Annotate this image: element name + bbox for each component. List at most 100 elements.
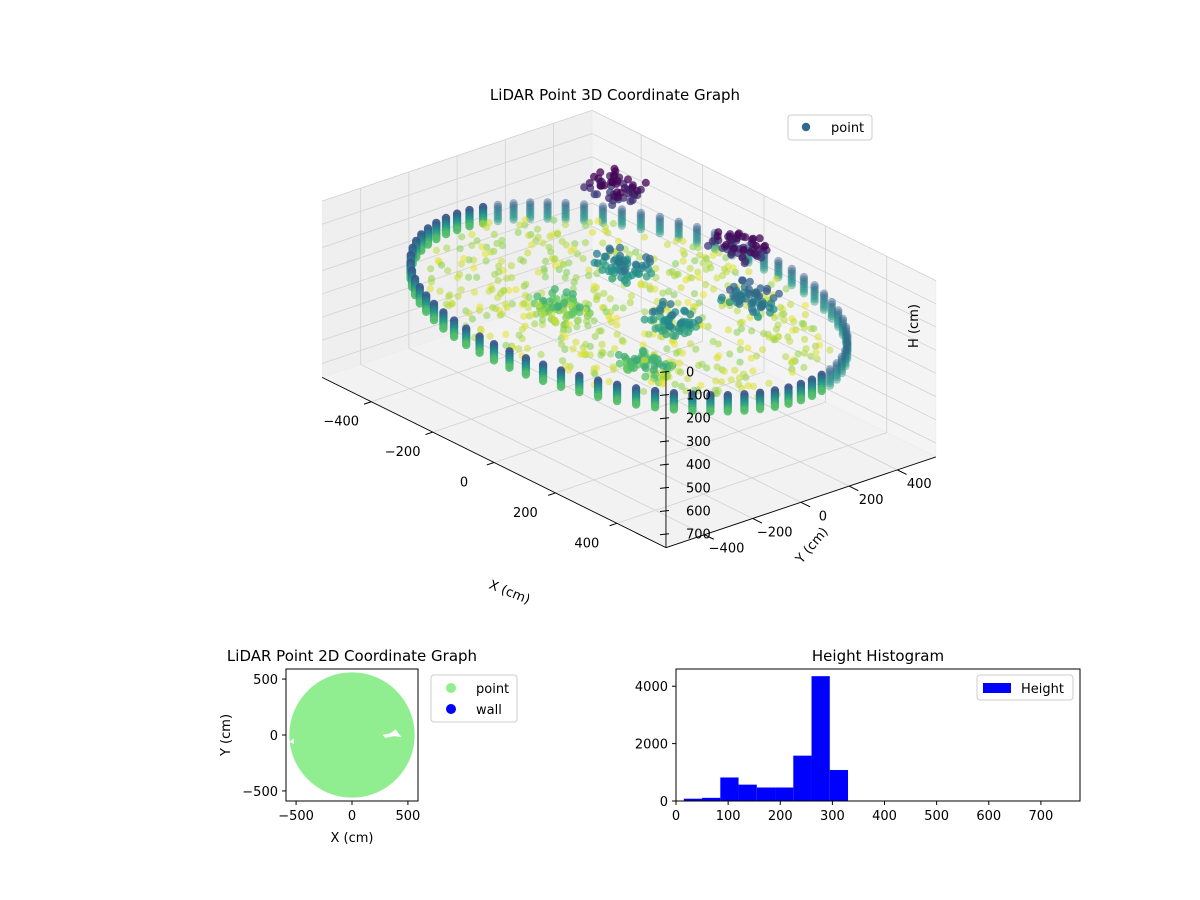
point-marker: [762, 287, 771, 296]
point-marker: [509, 199, 518, 208]
point-marker: [633, 186, 642, 195]
point-marker: [476, 303, 484, 311]
chart-2d-title: LiDAR Point 2D Coordinate Graph: [227, 647, 477, 665]
point-marker: [744, 344, 752, 352]
point-marker: [651, 324, 660, 333]
chart-2d-ylabel: Y (cm): [219, 714, 234, 757]
point-marker: [432, 246, 440, 254]
point-marker: [825, 369, 835, 379]
point-marker: [613, 193, 622, 202]
point-marker: [601, 223, 609, 231]
point-marker: [765, 379, 773, 387]
point-marker: [614, 237, 623, 245]
point-marker: [538, 376, 548, 386]
point-marker: [813, 355, 821, 363]
x-tick-label: 500: [924, 809, 949, 824]
point-marker: [607, 318, 616, 326]
point-marker: [810, 281, 819, 290]
point-marker: [612, 304, 620, 312]
point-marker: [561, 212, 570, 222]
point-marker: [487, 248, 495, 256]
point-marker: [666, 300, 675, 309]
point-marker: [631, 400, 641, 409]
point-marker: [838, 323, 848, 333]
point-marker: [825, 365, 835, 374]
point-marker: [726, 350, 734, 358]
point-marker: [426, 285, 434, 293]
y-tick-label: −500: [242, 785, 278, 800]
point-marker: [605, 267, 613, 276]
h-tick: [659, 486, 670, 489]
point-marker: [706, 407, 715, 416]
point-marker: [520, 300, 528, 308]
point-marker: [674, 270, 682, 278]
point-marker: [775, 289, 783, 298]
point-marker: [837, 357, 846, 366]
point-marker: [674, 217, 683, 226]
point-marker: [550, 216, 558, 224]
point-marker: [457, 286, 465, 294]
y-tick: [752, 518, 763, 524]
point-marker: [493, 214, 503, 223]
point-marker: [686, 264, 694, 272]
point-marker: [562, 241, 570, 249]
point-marker: [462, 340, 471, 350]
point-marker: [772, 325, 781, 333]
point-marker: [490, 230, 498, 238]
chart-3d-axes: −400 −200 0 200 400 −400 −200 0 200 400 0 100 200 300…: [321, 365, 937, 557]
point-marker: [502, 341, 510, 349]
x-tick: [425, 431, 433, 436]
point-marker: [746, 248, 755, 257]
point-marker: [543, 198, 552, 207]
point-marker: [843, 346, 852, 356]
point-marker: [744, 382, 752, 390]
point-marker: [498, 310, 506, 318]
point-marker: [543, 214, 552, 223]
point-marker: [514, 228, 522, 237]
point-marker: [669, 331, 678, 340]
point-marker: [837, 352, 846, 361]
point-marker: [525, 231, 533, 239]
point-marker: [575, 388, 584, 397]
point-marker: [841, 352, 850, 361]
point-marker: [642, 272, 651, 281]
point-marker: [832, 366, 841, 375]
point-marker: [810, 288, 819, 297]
point-marker: [834, 306, 843, 315]
point-marker: [838, 319, 848, 328]
point-marker: [639, 348, 648, 356]
point-marker: [645, 330, 653, 338]
point-marker: [843, 354, 852, 363]
point-marker: [655, 217, 665, 226]
point-marker: [422, 307, 431, 316]
point-marker: [753, 312, 762, 321]
point-marker: [570, 278, 578, 286]
point-marker: [801, 335, 809, 343]
point-marker: [611, 345, 619, 353]
point-marker: [551, 255, 559, 263]
point-marker: [799, 289, 809, 298]
point-marker: [617, 205, 627, 214]
point-marker: [635, 253, 644, 261]
point-marker: [615, 359, 624, 368]
point-marker: [761, 241, 769, 250]
point-marker: [832, 370, 841, 380]
grid-back-h: [591, 133, 937, 305]
point-marker: [525, 293, 533, 301]
point-marker: [458, 233, 466, 241]
point-marker: [593, 259, 602, 268]
histogram-legend-label: Height: [1021, 682, 1064, 697]
point-marker: [759, 260, 769, 270]
point-marker: [834, 317, 843, 327]
h-tick-label: 700: [686, 528, 711, 543]
point-marker: [694, 268, 702, 276]
point-marker: [572, 338, 580, 346]
x-tick-label: 0: [348, 809, 356, 824]
point-marker: [723, 407, 732, 416]
point-marker: [590, 282, 598, 290]
grid-floor-y: [408, 347, 753, 519]
point-marker: [677, 284, 685, 292]
point-marker: [562, 313, 571, 322]
point-marker: [509, 213, 518, 222]
point-marker: [774, 263, 783, 273]
